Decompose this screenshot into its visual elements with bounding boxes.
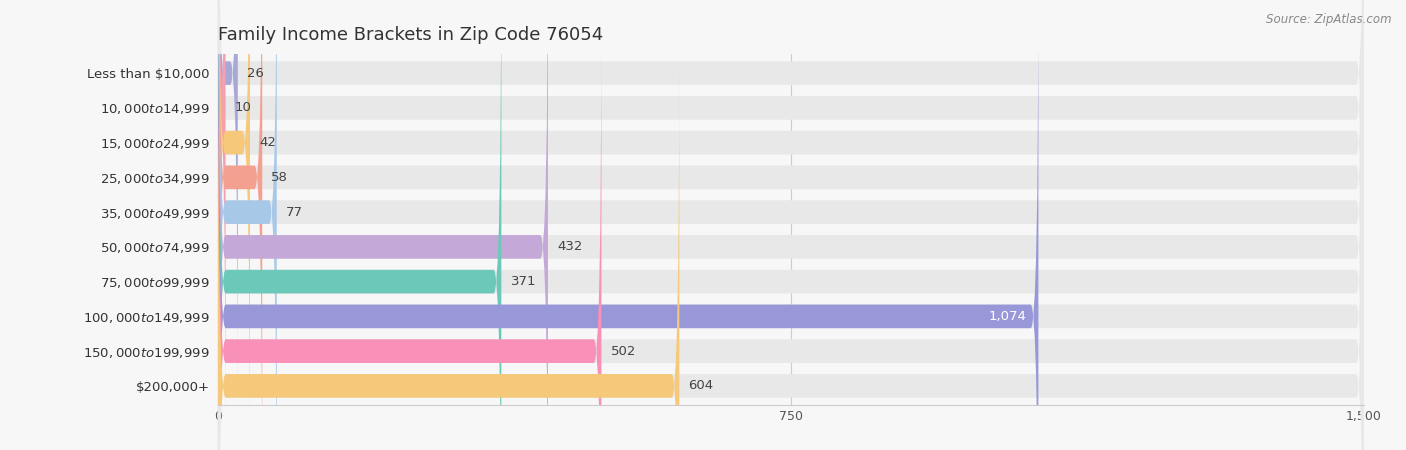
FancyBboxPatch shape bbox=[218, 0, 238, 409]
FancyBboxPatch shape bbox=[218, 0, 225, 444]
FancyBboxPatch shape bbox=[218, 0, 1364, 444]
FancyBboxPatch shape bbox=[218, 0, 502, 450]
FancyBboxPatch shape bbox=[218, 50, 679, 450]
FancyBboxPatch shape bbox=[218, 0, 250, 450]
FancyBboxPatch shape bbox=[218, 15, 1364, 450]
FancyBboxPatch shape bbox=[218, 0, 1364, 450]
FancyBboxPatch shape bbox=[218, 0, 277, 450]
Text: Family Income Brackets in Zip Code 76054: Family Income Brackets in Zip Code 76054 bbox=[218, 26, 603, 44]
FancyBboxPatch shape bbox=[218, 15, 602, 450]
FancyBboxPatch shape bbox=[218, 0, 1364, 409]
Text: 371: 371 bbox=[510, 275, 536, 288]
FancyBboxPatch shape bbox=[218, 0, 263, 450]
FancyBboxPatch shape bbox=[218, 0, 1364, 450]
FancyBboxPatch shape bbox=[218, 0, 1364, 450]
Text: 604: 604 bbox=[689, 379, 714, 392]
FancyBboxPatch shape bbox=[218, 50, 1364, 450]
Text: 42: 42 bbox=[259, 136, 276, 149]
Text: 502: 502 bbox=[610, 345, 636, 358]
Text: 26: 26 bbox=[247, 67, 264, 80]
FancyBboxPatch shape bbox=[218, 0, 548, 450]
FancyBboxPatch shape bbox=[218, 0, 1364, 450]
FancyBboxPatch shape bbox=[218, 0, 1039, 450]
Text: 432: 432 bbox=[557, 240, 582, 253]
FancyBboxPatch shape bbox=[218, 0, 1364, 450]
Text: 1,074: 1,074 bbox=[988, 310, 1026, 323]
Text: 77: 77 bbox=[285, 206, 302, 219]
FancyBboxPatch shape bbox=[218, 0, 1364, 450]
Text: Source: ZipAtlas.com: Source: ZipAtlas.com bbox=[1267, 14, 1392, 27]
Text: 10: 10 bbox=[235, 101, 252, 114]
Text: 58: 58 bbox=[271, 171, 288, 184]
